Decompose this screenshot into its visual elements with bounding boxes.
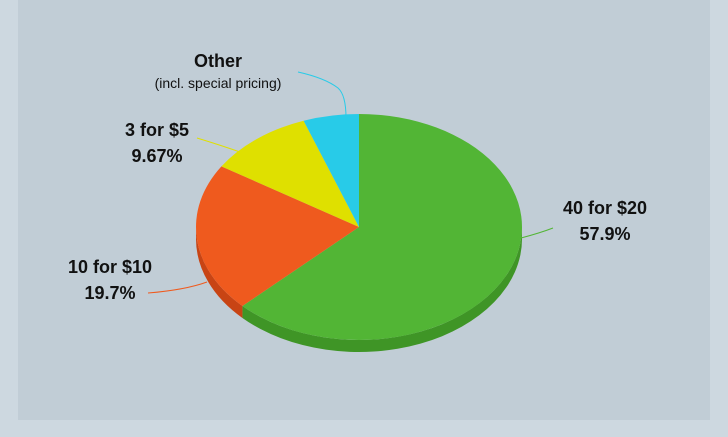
pie-slice-10-for-10 bbox=[196, 166, 359, 306]
pie-slice-3-for-5 bbox=[221, 120, 359, 227]
pie-slices bbox=[196, 114, 522, 340]
slice-label-10-for-10: 10 for $10 bbox=[68, 257, 152, 277]
leader-line-40-for-20 bbox=[520, 227, 554, 239]
leader-line-3-for-5 bbox=[196, 137, 241, 153]
leader-line-other bbox=[297, 71, 347, 119]
slice-value-40-for-20: 57.9% bbox=[579, 224, 630, 244]
leader-line-10-for-10 bbox=[147, 281, 208, 294]
pie-side-40-for-20 bbox=[242, 227, 522, 352]
slice-label-40-for-20: 40 for $20 bbox=[563, 198, 647, 218]
slice-label-3-for-5: 3 for $5 bbox=[125, 120, 189, 140]
pie-side-10-for-10 bbox=[196, 227, 243, 318]
slice-label-other: Other bbox=[194, 51, 242, 71]
slice-value-10-for-10: 19.7% bbox=[84, 283, 135, 303]
pie-sides bbox=[196, 227, 522, 352]
leader-lines bbox=[147, 71, 554, 294]
pie-slice-other bbox=[303, 114, 359, 227]
slice-sublabel-other: (incl. special pricing) bbox=[155, 75, 282, 91]
pie-slice-40-for-20 bbox=[242, 114, 522, 340]
slice-value-3-for-5: 9.67% bbox=[131, 146, 182, 166]
